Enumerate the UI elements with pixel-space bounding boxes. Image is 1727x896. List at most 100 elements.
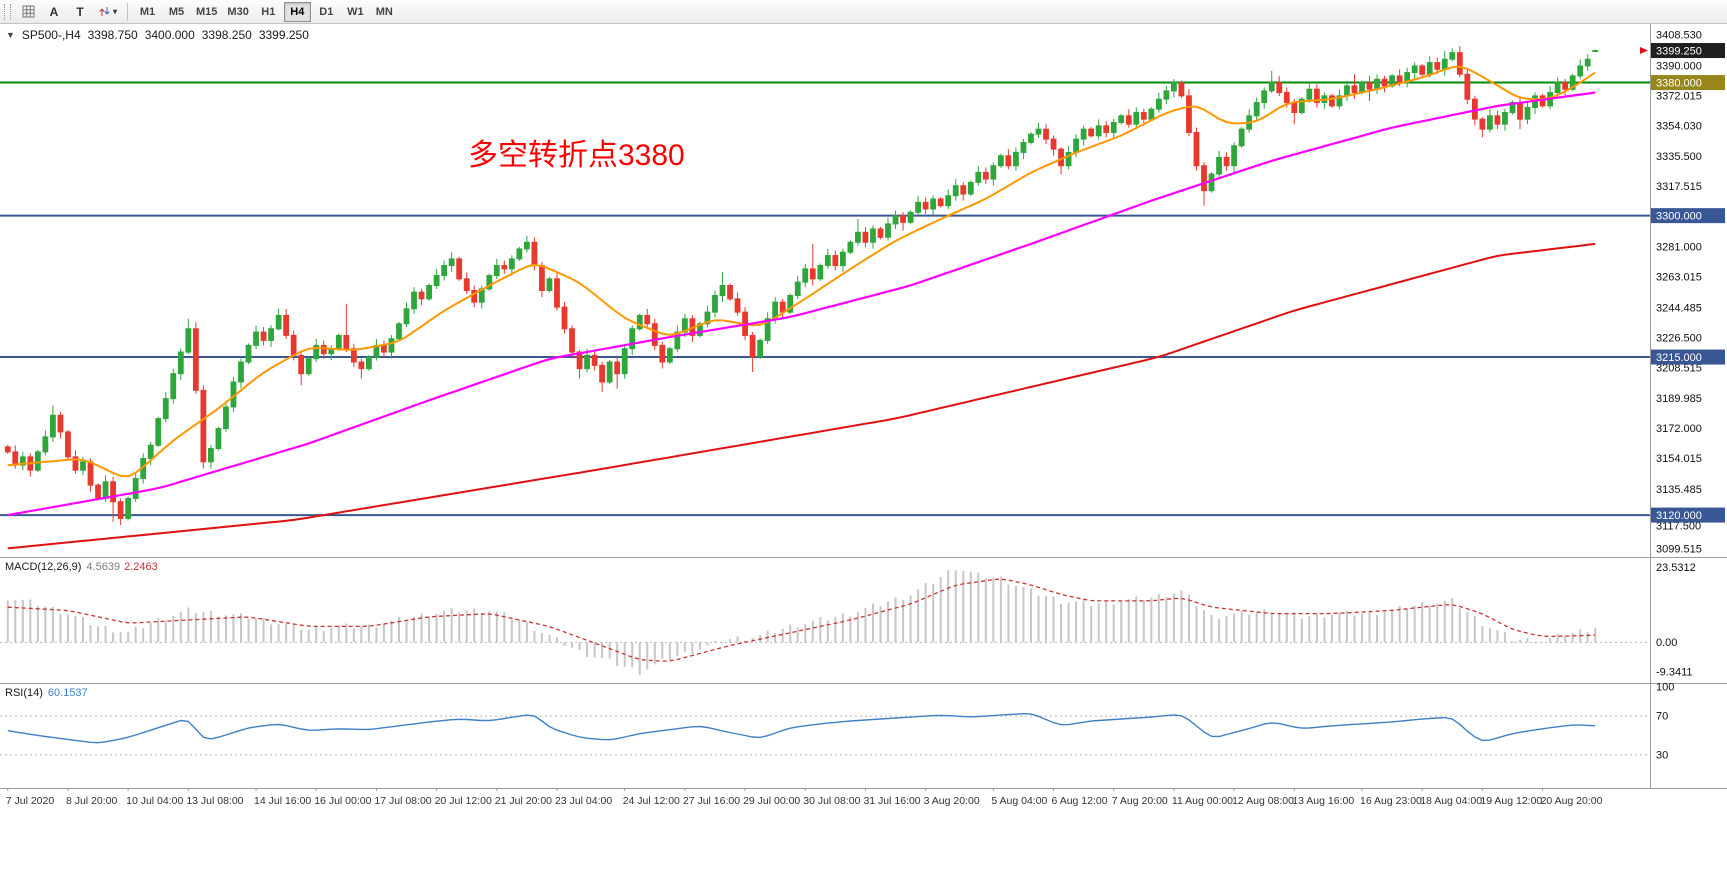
time-label: 10 Jul 04:00	[126, 795, 183, 807]
price-badge-label: 3380.000	[1656, 78, 1702, 90]
main-panel	[0, 46, 1650, 550]
price-tick-label: 3189.985	[1656, 393, 1702, 405]
toolbar-drag-handle[interactable]	[4, 3, 11, 20]
rsi-axis-label: 30	[1656, 749, 1668, 761]
chart-area: 3408.530 3390.000 3372.015 3354.030 3335.500…	[0, 24, 1727, 896]
macd-signal-line	[7, 578, 1596, 662]
last-price-arrow	[1640, 47, 1648, 55]
time-label: 20 Aug 20:00	[1541, 795, 1603, 807]
ma-slow-line	[7, 242, 1596, 550]
time-axis[interactable]: 7 Jul 2020 8 Jul 20:00 10 Jul 04:00 13 Jul …	[6, 788, 1603, 807]
ma-fast-line	[7, 65, 1596, 478]
price-tick-label: 3281.000	[1656, 242, 1702, 254]
ohlc-open: 3398.750	[87, 28, 138, 42]
price-tick-label: 3135.485	[1656, 484, 1702, 496]
price-badge-label: 3300.000	[1656, 211, 1702, 223]
ohlc-close: 3399.250	[258, 28, 309, 42]
ohlc-low: 3398.250	[201, 28, 252, 42]
timeframe-button-w1[interactable]: W1	[342, 2, 369, 22]
price-tick-label: 3226.500	[1656, 332, 1702, 344]
timeframe-button-m30[interactable]: M30	[223, 2, 252, 22]
price-badge-label: 3399.250	[1656, 46, 1702, 58]
time-label: 24 Jul 12:00	[623, 795, 680, 807]
price-tick-label: 3335.500	[1656, 151, 1702, 163]
label-tool-button[interactable]: A	[42, 2, 66, 22]
macd-axis-label: 23.5312	[1656, 562, 1696, 574]
price-tick-label: 3354.030	[1656, 120, 1702, 132]
time-label: 17 Jul 08:00	[374, 795, 431, 807]
price-badge-label: 3120.000	[1656, 510, 1702, 522]
timeframe-group: M1 M5 M15 M30 H1 H4 D1 W1 MN	[133, 1, 399, 22]
price-tick-label: 3117.500	[1656, 521, 1701, 533]
macd-value-signal: 2.2463	[124, 561, 158, 573]
price-badge	[1651, 507, 1725, 523]
timeframe-button-d1[interactable]: D1	[313, 2, 340, 22]
time-label: 14 Jul 16:00	[254, 795, 311, 807]
time-label: 27 Jul 16:00	[683, 795, 740, 807]
time-label: 29 Jul 00:00	[743, 795, 800, 807]
text-tool-button[interactable]: T	[68, 2, 92, 22]
ma-mid-line	[7, 91, 1596, 517]
price-tick-label: 3408.530	[1656, 30, 1702, 42]
macd-label: MACD(12,26,9) 4.5639 2.2463	[5, 561, 158, 573]
toolbar: A T ▾ M1 M5 M15 M30 H1 H4 D1 W1 MN	[0, 0, 1727, 24]
time-label: 11 Aug 00:00	[1172, 795, 1233, 807]
timeframe-button-m15[interactable]: M15	[192, 2, 221, 22]
time-label: 20 Jul 12:00	[435, 795, 492, 807]
time-label: 16 Aug 23:00	[1360, 795, 1422, 807]
macd-value-main: 4.5639	[86, 561, 121, 573]
price-tick-label: 3372.015	[1656, 90, 1702, 102]
time-label: 5 Aug 04:00	[991, 795, 1047, 807]
price-tick-label: 3244.485	[1656, 302, 1702, 314]
collapse-triangle-icon[interactable]: ▼	[6, 30, 15, 40]
time-label: 16 Jul 00:00	[314, 795, 371, 807]
time-label: 12 Aug 08:00	[1232, 795, 1294, 807]
candles-layer	[4, 46, 1599, 526]
macd-panel	[0, 570, 1650, 675]
macd-axis-label: -9.3411	[1656, 667, 1693, 679]
macd-name: MACD(12,26,9)	[5, 561, 82, 573]
price-tick-label: 3263.015	[1656, 272, 1702, 284]
time-label: 19 Aug 12:00	[1480, 795, 1542, 807]
arrows-dropdown-button[interactable]: ▾	[94, 2, 121, 22]
price-badge	[1651, 75, 1725, 91]
price-badge	[1651, 43, 1725, 59]
ohlc-high: 3400.000	[144, 28, 195, 42]
macd-axis-label: 0.00	[1656, 637, 1677, 649]
time-label: 23 Jul 04:00	[555, 795, 612, 807]
timeframe-button-m1[interactable]: M1	[134, 2, 161, 22]
price-tick-label: 3172.000	[1656, 423, 1702, 435]
price-tick-label: 3390.000	[1656, 60, 1702, 72]
rsi-value: 60.1537	[47, 687, 88, 699]
timeframe-button-mn[interactable]: MN	[371, 2, 398, 22]
chart-title: ▼ SP500-,H4 3398.750 3400.000 3398.250 3…	[6, 28, 309, 42]
price-badge-label: 3215.000	[1656, 352, 1702, 364]
timeframe-button-h1[interactable]: H1	[255, 2, 282, 22]
toolbar-separator	[127, 2, 129, 21]
time-label: 13 Aug 16:00	[1292, 795, 1354, 807]
time-label: 31 Jul 16:00	[863, 795, 920, 807]
price-axis[interactable]: 3408.530 3390.000 3372.015 3354.030 3335.500…	[0, 24, 1727, 789]
chart-canvas[interactable]: 3408.530 3390.000 3372.015 3354.030 3335.500…	[0, 24, 1727, 896]
arrows-icon	[99, 7, 110, 16]
chart-grid-button[interactable]	[16, 2, 40, 22]
rsi-panel	[0, 712, 1650, 756]
price-tick-label: 3208.515	[1656, 362, 1702, 374]
rsi-line	[7, 712, 1596, 744]
time-label: 21 Jul 20:00	[495, 795, 552, 807]
timeframe-button-h4[interactable]: H4	[283, 1, 311, 22]
rsi-label: RSI(14) 60.1537	[5, 687, 88, 699]
price-tick-label: 3099.515	[1656, 544, 1702, 556]
symbol-period: SP500-,H4	[21, 28, 81, 42]
time-label: 3 Aug 20:00	[924, 795, 980, 807]
rsi-axis-label: 100	[1656, 682, 1674, 694]
timeframe-button-m5[interactable]: M5	[163, 2, 190, 22]
time-label: 6 Aug 12:00	[1052, 795, 1108, 807]
caret-down-icon: ▾	[113, 7, 118, 16]
time-label: 18 Aug 04:00	[1420, 795, 1482, 807]
time-label: 7 Jul 2020	[6, 795, 55, 807]
annotation-text[interactable]: 多空转折点3380	[468, 139, 685, 172]
price-badge	[1651, 208, 1725, 224]
time-label: 13 Jul 08:00	[186, 795, 243, 807]
